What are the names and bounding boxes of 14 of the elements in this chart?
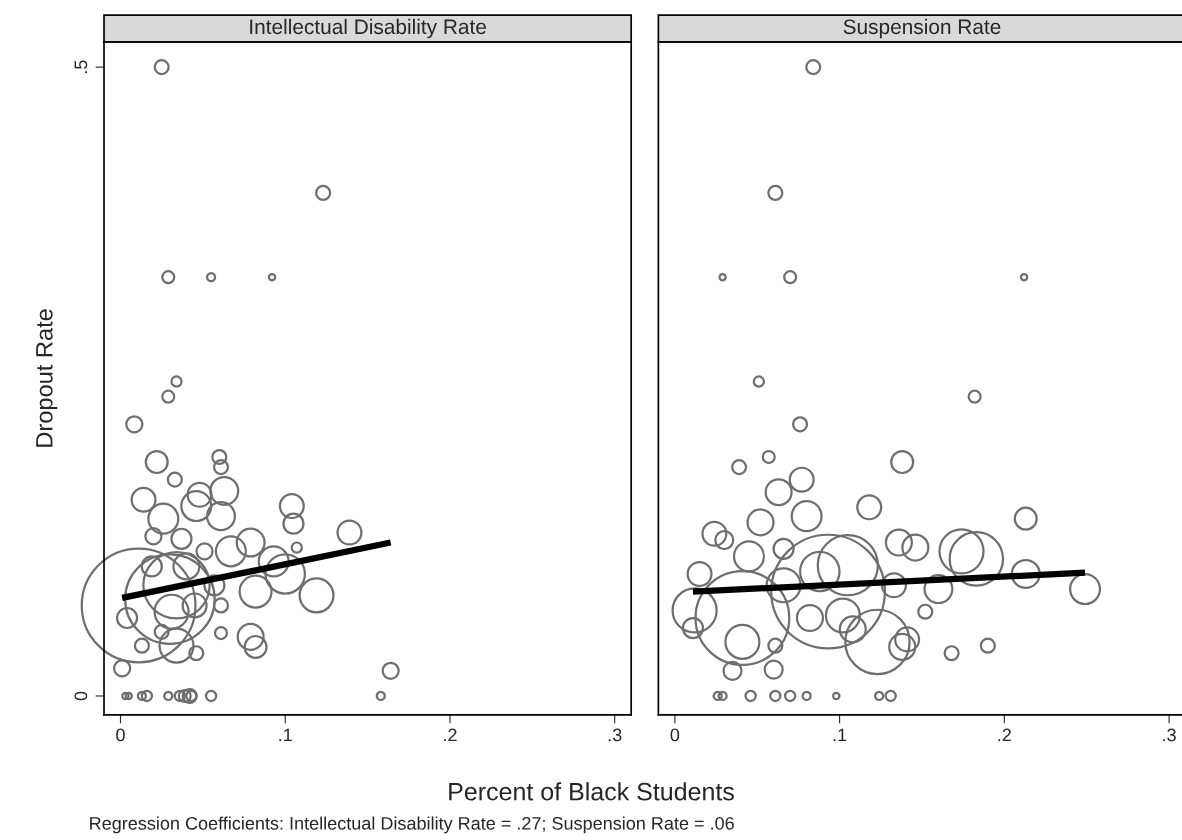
y-axis-title: Dropout Rate	[36, 309, 58, 447]
x-tick-label: .1	[279, 728, 292, 742]
x-tick-label: .2	[998, 728, 1011, 742]
x-tick-label: .3	[1163, 728, 1176, 742]
x-tick-label: 0	[670, 728, 680, 742]
chart-title: Intellectual Disability Rate	[250, 18, 486, 39]
x-tick-label: .1	[833, 728, 847, 742]
x-tick-label: 0	[116, 728, 125, 742]
y-tick-label: .5	[74, 60, 88, 74]
x-axis-title: Percent of Black Students	[449, 782, 734, 801]
text: Regression Coefficients: Intellectual Disability Rate = .27; Suspension Rate = .06	[90, 816, 734, 834]
x-tick-label: .2	[444, 728, 457, 742]
x-tick-label: .3	[608, 728, 622, 742]
chart-title: Suspension Rate	[843, 18, 1001, 39]
